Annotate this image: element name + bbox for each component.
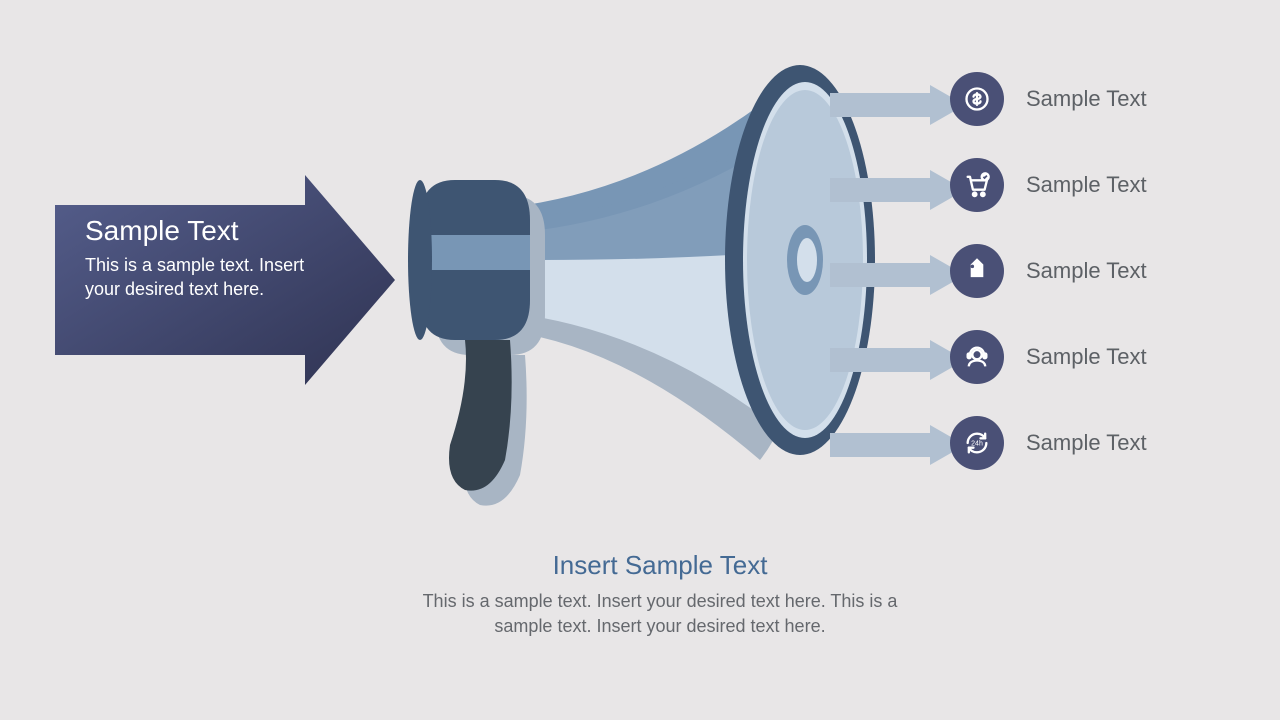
refresh-24h-icon: 24h — [950, 416, 1004, 470]
output-label: Sample Text — [1026, 86, 1147, 112]
output-arrow — [830, 340, 965, 380]
output-label: Sample Text — [1026, 258, 1147, 284]
output-item: Sample Text — [950, 158, 1147, 212]
support-icon — [950, 330, 1004, 384]
cart-icon — [950, 158, 1004, 212]
output-item: 24h Sample Text — [950, 416, 1147, 470]
dollar-icon — [950, 72, 1004, 126]
caption-title: Insert Sample Text — [400, 550, 920, 581]
output-label: Sample Text — [1026, 430, 1147, 456]
tag-icon — [950, 244, 1004, 298]
input-title: Sample Text — [85, 215, 315, 247]
output-arrow — [830, 425, 965, 465]
output-item: Sample Text — [950, 72, 1147, 126]
output-item: Sample Text — [950, 330, 1147, 384]
output-label: Sample Text — [1026, 344, 1147, 370]
input-text-block: Sample Text This is a sample text. Inser… — [85, 215, 315, 302]
output-arrow — [830, 85, 965, 125]
output-arrow — [830, 255, 965, 295]
caption-block: Insert Sample Text This is a sample text… — [400, 550, 920, 639]
svg-text:24h: 24h — [971, 440, 983, 447]
megaphone-graphic — [380, 60, 900, 530]
caption-body: This is a sample text. Insert your desir… — [400, 589, 920, 639]
input-body: This is a sample text. Insert your desir… — [85, 253, 315, 302]
output-item: Sample Text — [950, 244, 1147, 298]
output-items: Sample Text Sample Text Sample Text — [950, 72, 1147, 502]
output-arrow — [830, 170, 965, 210]
output-label: Sample Text — [1026, 172, 1147, 198]
